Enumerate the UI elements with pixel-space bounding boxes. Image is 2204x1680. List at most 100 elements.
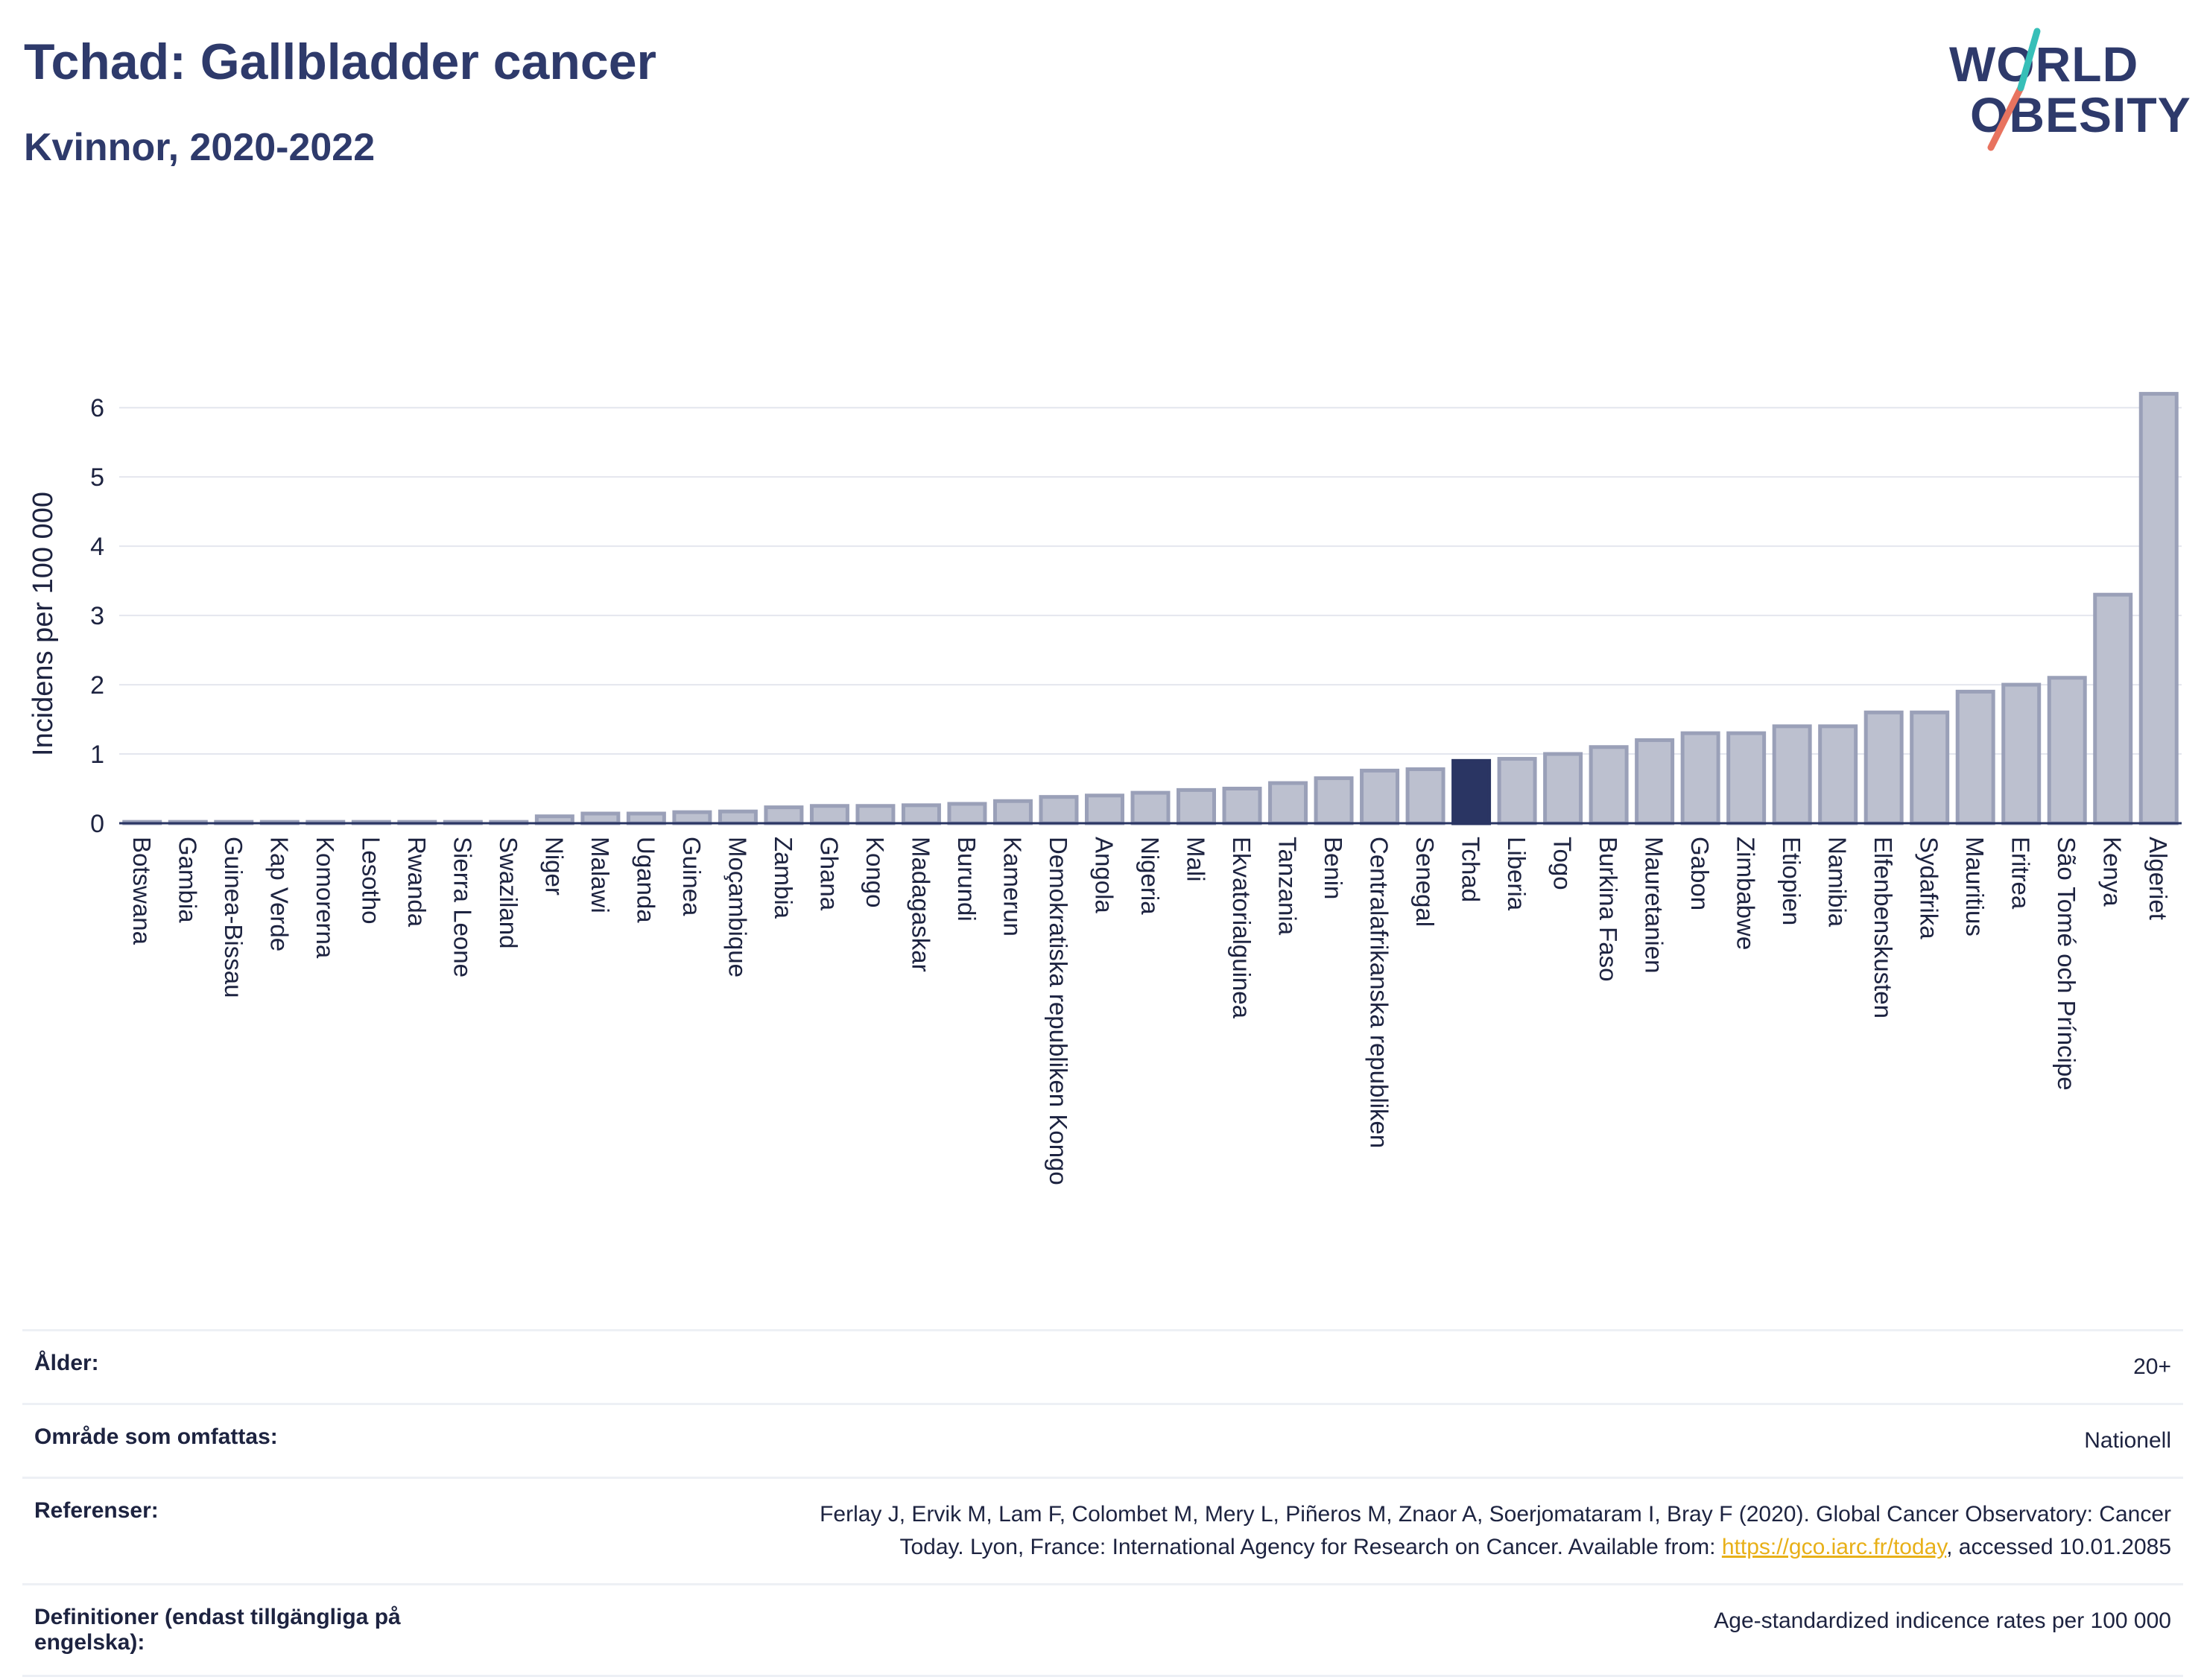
bar	[1314, 776, 1354, 825]
bar	[855, 804, 896, 825]
y-tick-label: 6	[90, 394, 104, 422]
bar	[992, 799, 1033, 825]
reference-link[interactable]: https://gco.iarc.fr/today	[1721, 1535, 1947, 1559]
x-tick-label: Nigeria	[1136, 837, 1164, 915]
x-tick-label: Zambia	[770, 837, 797, 919]
bar	[1772, 724, 1812, 825]
info-value: Nationell	[556, 1403, 2183, 1479]
y-tick-label: 4	[90, 533, 104, 561]
bar	[672, 810, 712, 825]
x-tick-label: Namibia	[1824, 837, 1852, 928]
x-tick-label: Mali	[1182, 837, 1210, 882]
x-tick-label: Mauritius	[1961, 837, 1989, 936]
bar	[2138, 392, 2179, 825]
bar	[626, 811, 666, 825]
x-tick-label: Tchad	[1457, 837, 1485, 902]
bar	[2047, 676, 2087, 825]
x-tick-label: Tanzania	[1274, 837, 1302, 936]
logo-line1: WORLD	[1949, 37, 2139, 92]
info-value: Ferlay J, Ervik M, Lam F, Colombet M, Me…	[556, 1477, 2183, 1585]
logo-slash-icon	[1987, 28, 2041, 151]
x-tick-label: Burkina Faso	[1595, 837, 1622, 981]
x-tick-label: Gambia	[174, 837, 201, 923]
y-tick-label: 1	[90, 741, 104, 769]
info-key: Ålder:	[22, 1329, 556, 1405]
x-tick-label: Liberia	[1503, 837, 1530, 911]
x-tick-label: Angola	[1090, 837, 1118, 913]
info-key: Område som omfattas:	[22, 1403, 556, 1479]
x-tick-label: Etiopien	[1778, 837, 1805, 925]
x-tick-label: Sierra Leone	[449, 837, 476, 977]
x-tick-label: Elfenbenskusten	[1869, 837, 1897, 1018]
x-tick-label: Eritrea	[2007, 837, 2035, 910]
x-tick-label: Malawi	[586, 837, 614, 913]
x-tick-label: Benin	[1320, 837, 1347, 899]
bar	[1084, 793, 1124, 825]
bar	[1863, 710, 1904, 825]
bar	[1955, 689, 1995, 825]
bar	[1543, 752, 1583, 825]
bar	[1451, 758, 1492, 825]
x-tick-label: Centralafrikanska republiken	[1366, 837, 1393, 1148]
bar	[1497, 757, 1537, 825]
info-row-age: Ålder: 20+	[22, 1329, 2183, 1405]
y-tick-label: 0	[90, 810, 104, 838]
reference-line2-pre: Today. Lyon, France: International Agenc…	[899, 1535, 1722, 1559]
bar	[1635, 738, 1675, 825]
bar	[1405, 767, 1445, 825]
bar	[718, 809, 758, 825]
x-tick-label: Botswana	[128, 837, 156, 945]
page-title: Tchad: Gallbladder cancer	[24, 34, 657, 90]
bar	[1910, 710, 1950, 825]
x-tick-label: Kamerun	[998, 837, 1026, 936]
info-value: Age-standardized indicence rates per 100…	[556, 1583, 2183, 1677]
x-tick-label: Kap Verde	[265, 837, 293, 951]
x-tick-label: Algeriet	[2144, 837, 2172, 920]
bar	[2001, 682, 2042, 825]
x-tick-label: Sydafrika	[1916, 837, 1943, 939]
x-tick-label: Gabon	[1686, 837, 1714, 910]
x-tick-label: Niger	[540, 837, 568, 896]
x-tick-label: Ekvatorialguinea	[1228, 837, 1255, 1019]
x-tick-label: Ghana	[815, 837, 843, 911]
bar	[1130, 790, 1171, 825]
bar	[901, 803, 941, 825]
info-key: Referenser:	[22, 1477, 556, 1585]
x-tick-label: Madagaskar	[907, 837, 934, 972]
bar	[764, 805, 804, 825]
x-tick-label: Guinea-Bissau	[220, 837, 247, 998]
info-row-references: Referenser: Ferlay J, Ervik M, Lam F, Co…	[22, 1477, 2183, 1585]
bar	[1360, 768, 1400, 825]
world-obesity-logo: WORLD OBESITY	[1937, 22, 2191, 156]
bar	[2093, 592, 2133, 825]
info-row-area: Område som omfattas: Nationell	[22, 1403, 2183, 1479]
bar	[809, 804, 849, 825]
x-tick-label: Demokratiska republiken Kongo	[1045, 837, 1072, 1185]
x-tick-label: Komorerna	[311, 837, 339, 959]
bar	[580, 811, 621, 825]
info-key: Definitioner (endast tillgängliga på eng…	[22, 1583, 556, 1677]
x-tick-label: São Tomé och Príncipe	[2053, 837, 2080, 1091]
y-tick-label: 2	[90, 671, 104, 700]
y-axis-label: Incidens per 100 000	[28, 492, 59, 756]
x-tick-label: Kenya	[2099, 837, 2127, 907]
info-value: 20+	[556, 1329, 2183, 1405]
bar	[1039, 795, 1079, 825]
x-tick-label: Lesotho	[357, 837, 384, 924]
x-tick-label: Mauretanien	[1641, 837, 1668, 973]
y-tick-label: 3	[90, 602, 104, 630]
x-tick-label: Togo	[1549, 837, 1577, 890]
bar	[1818, 724, 1858, 825]
info-table: Ålder: 20+ Område som omfattas: Nationel…	[22, 1329, 2183, 1677]
x-tick-label: Zimbabwe	[1732, 837, 1760, 950]
x-tick-label: Guinea	[678, 837, 706, 916]
bar	[1589, 745, 1629, 825]
x-tick-label: Senegal	[1411, 837, 1439, 927]
bar	[1680, 731, 1720, 825]
x-tick-label: Moçambique	[723, 837, 751, 977]
reference-line1: Ferlay J, Ervik M, Lam F, Colombet M, Me…	[820, 1502, 2171, 1527]
reference-line2-post: , accessed 10.01.2085	[1946, 1535, 2171, 1559]
bar	[1268, 781, 1308, 825]
bar	[1222, 787, 1262, 825]
y-tick-label: 5	[90, 463, 104, 492]
